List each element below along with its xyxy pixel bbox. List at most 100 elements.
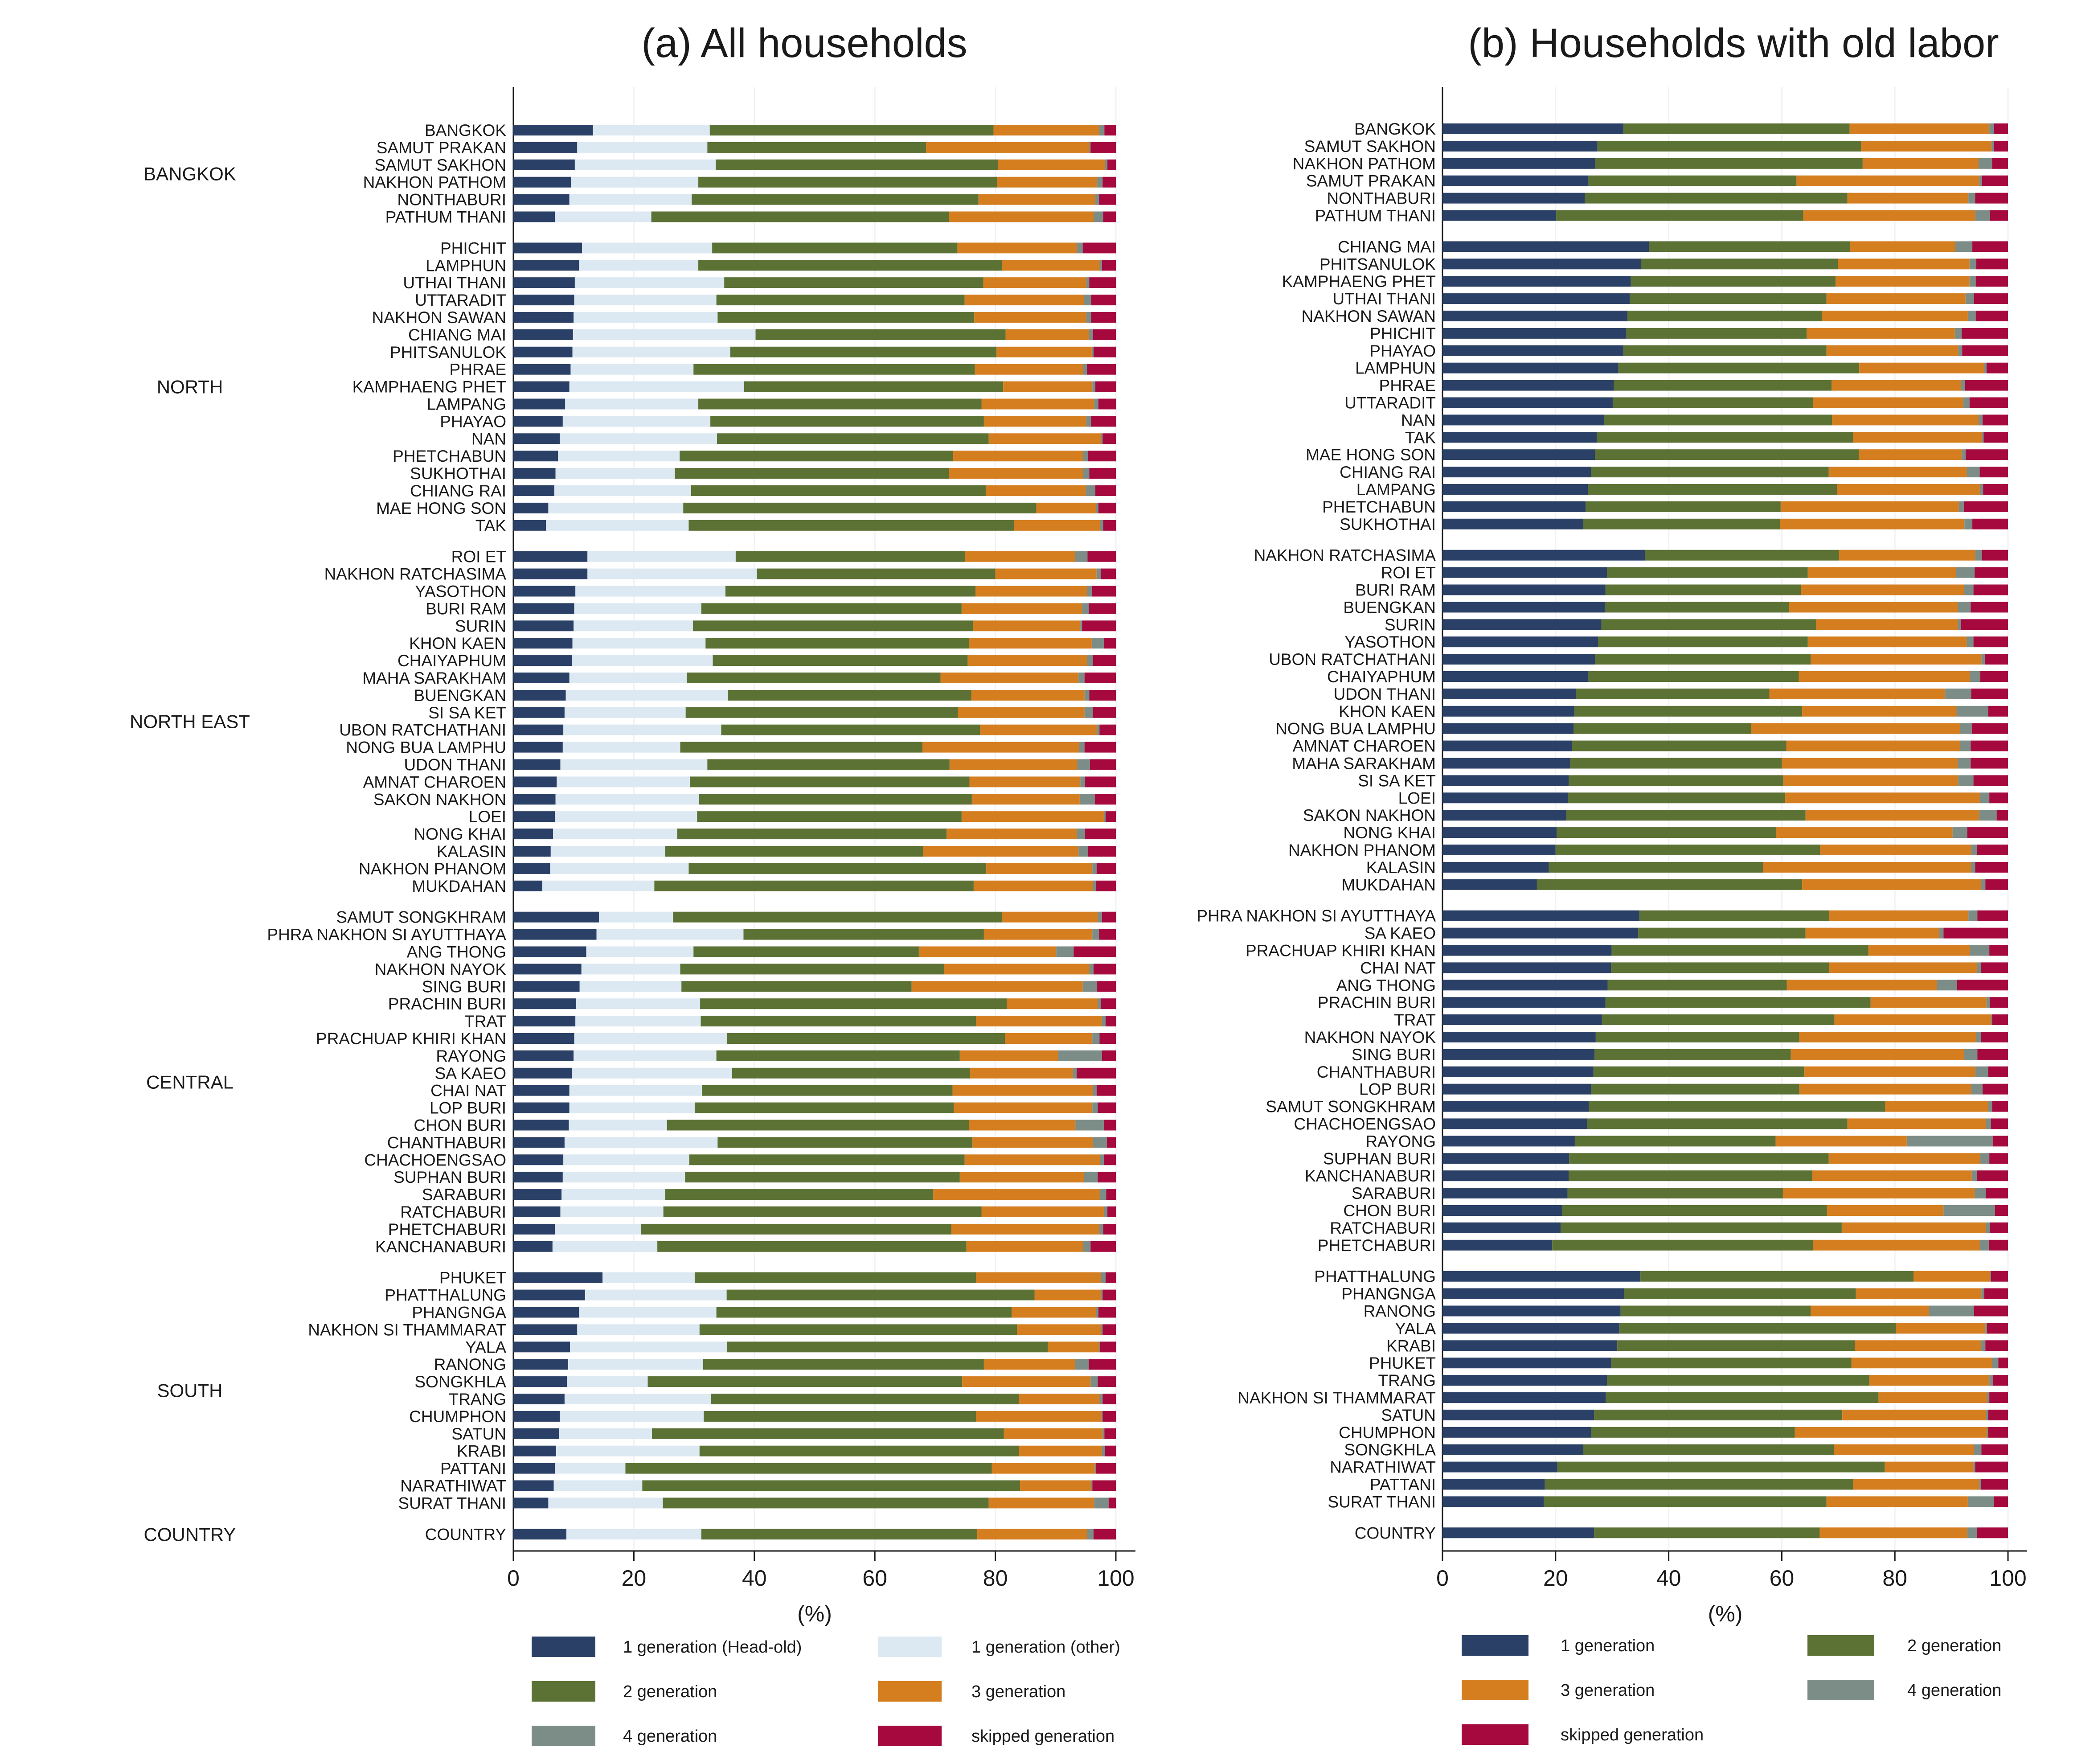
bar-segment-skipped-generation (1103, 1120, 1116, 1131)
bar-row-krabi: KRABI (1386, 1337, 2008, 1355)
bar-segment-1-generation-head-old (513, 551, 588, 562)
bar-segment-skipped-generation (1994, 1496, 2008, 1507)
bar-segment-skipped-generation (1097, 981, 1116, 992)
x-tick-label: 80 (1882, 1566, 1907, 1591)
bar-row-nakhon-sawan: NAKHON SAWAN (372, 308, 1116, 327)
bar-row-saraburi: SARABURI (422, 1186, 1116, 1204)
bar-segment-3-generation (978, 194, 1096, 205)
bar-segment-1-generation-head-old (513, 1016, 576, 1027)
bar-row-maha-sarakham: MAHA SARAKHAM (362, 669, 1116, 687)
bar-segment-1-generation-other (570, 364, 694, 375)
bar-row-sukhothai: SUKHOTHAI (410, 464, 1116, 483)
bar-segment-skipped-generation (1985, 1340, 2008, 1351)
legend-item-3-generation: 3 generation (878, 1681, 1065, 1702)
bar-row-narathiwat: NARATHIWAT (400, 1477, 1116, 1495)
bar-segment-2-generation (685, 1172, 960, 1183)
bar-segment-skipped-generation (1106, 1189, 1116, 1200)
legend-item-skipped-generation: skipped generation (1462, 1724, 1704, 1745)
province-label: RATCHABURI (1330, 1219, 1436, 1237)
bar-segment-4-generation (1976, 1032, 1981, 1042)
province-label: TRANG (1378, 1371, 1436, 1390)
bar-segment-4-generation (1974, 1444, 1982, 1455)
bar-segment-2-generation (732, 1067, 970, 1079)
bar-row-phangnga: PHANGNGA (1341, 1285, 2008, 1303)
bar-segment-skipped-generation (1104, 1428, 1116, 1439)
bar-row-chumphon: CHUMPHON (1339, 1424, 2008, 1442)
bar-segment-1-generation (1442, 1118, 1587, 1129)
bar-segment-2-generation (707, 759, 950, 770)
x-tick-label: 100 (1989, 1566, 2026, 1591)
bar-segment-2-generation (1583, 1444, 1834, 1455)
bar-row-chumphon: CHUMPHON (409, 1407, 1116, 1426)
bar-row-uttaradit: UTTARADIT (1344, 394, 2008, 412)
bar-segment-4-generation (1990, 1271, 1991, 1282)
bar-segment-4-generation (1959, 501, 1964, 512)
bar-segment-4-generation (1103, 811, 1106, 822)
bar-segment-2-generation (691, 485, 986, 496)
bar-segment-4-generation (1090, 1376, 1098, 1387)
bar-row-lamphun: LAMPHUN (426, 256, 1116, 275)
bar-segment-4-generation (1099, 125, 1105, 135)
bar-segment-1-generation (1442, 175, 1589, 186)
legend-swatch (878, 1726, 942, 1746)
bar-row-yala: YALA (1395, 1319, 2008, 1337)
bar-segment-1-generation-other (571, 176, 699, 188)
bar-segment-4-generation (1093, 211, 1103, 222)
province-label: LOEI (1398, 789, 1436, 807)
bar-row-phuket: PHUKET (1369, 1354, 2008, 1372)
bar-segment-4-generation (1964, 1049, 1978, 1060)
bar-segment-3-generation (988, 433, 1101, 444)
bar-segment-3-generation (1834, 1444, 1974, 1455)
bar-segment-1-generation-head-old (513, 502, 549, 513)
bar-segment-2-generation (700, 998, 1007, 1009)
bar-segment-skipped-generation (1988, 1409, 2008, 1420)
province-label: PRACHIN BURI (1318, 993, 1436, 1012)
bar-row-kalasin: KALASIN (1366, 858, 2008, 877)
bar-segment-2-generation (1640, 1271, 1914, 1282)
bar-segment-skipped-generation (1976, 258, 2008, 270)
province-label: PHATTHALUNG (385, 1286, 506, 1305)
bar-row-ubon-ratchathani: UBON RATCHATHANI (1269, 650, 2008, 669)
bar-segment-2-generation (642, 1480, 1020, 1491)
bar-segment-3-generation (1853, 432, 1982, 443)
bar-segment-1-generation (1442, 1049, 1595, 1060)
bar-segment-4-generation (1091, 638, 1104, 649)
bar-segment-1-generation-head-old (513, 638, 573, 649)
bar-segment-1-generation (1442, 1392, 1606, 1403)
bar-segment-4-generation (1089, 329, 1093, 340)
bar-segment-4-generation (1084, 295, 1091, 306)
province-label: KALASIN (437, 842, 506, 861)
bar-segment-2-generation (688, 863, 987, 874)
bar-segment-2-generation (701, 1016, 976, 1027)
province-label: SING BURI (422, 977, 506, 996)
bar-segment-1-generation-head-old (513, 1411, 560, 1422)
province-label: COUNTRY (1355, 1524, 1436, 1542)
bar-segment-1-generation (1442, 311, 1627, 321)
bar-row-phetchaburi: PHETCHABURI (388, 1220, 1116, 1239)
bar-segment-3-generation (1005, 329, 1089, 340)
legend-item-1-generation-head-old: 1 generation (Head-old) (532, 1637, 802, 1657)
bar-segment-1-generation (1442, 362, 1619, 373)
bar-segment-1-generation (1442, 654, 1595, 665)
bar-segment-4-generation (1091, 346, 1094, 357)
bar-segment-2-generation (1594, 1527, 1820, 1538)
province-label: BURI RAM (1355, 581, 1436, 599)
bar-segment-4-generation (1979, 175, 1982, 186)
bar-segment-1-generation-head-old (513, 1480, 554, 1491)
bar-segment-2-generation (680, 964, 944, 975)
bar-segment-skipped-generation (1102, 911, 1116, 923)
bar-segment-3-generation (995, 568, 1097, 579)
bar-segment-4-generation (1101, 1272, 1106, 1283)
bar-segment-3-generation (1896, 1323, 1986, 1334)
bar-row-sing-buri: SING BURI (422, 977, 1116, 996)
bar-segment-3-generation (1802, 706, 1957, 717)
bar-segment-2-generation (727, 1033, 1005, 1044)
province-label: YALA (465, 1338, 506, 1356)
bar-segment-1-generation (1442, 1271, 1641, 1282)
bar-row-nong-bua-lamphu: NONG BUA LAMPHU (1275, 720, 2008, 738)
bar-segment-1-generation-head-old (513, 242, 582, 254)
bar-segment-skipped-generation (1096, 1085, 1116, 1096)
province-label: PHANGNGA (1341, 1285, 1436, 1303)
bar-row-loei: LOEI (1398, 789, 2008, 807)
bar-segment-1-generation (1442, 1288, 1624, 1299)
